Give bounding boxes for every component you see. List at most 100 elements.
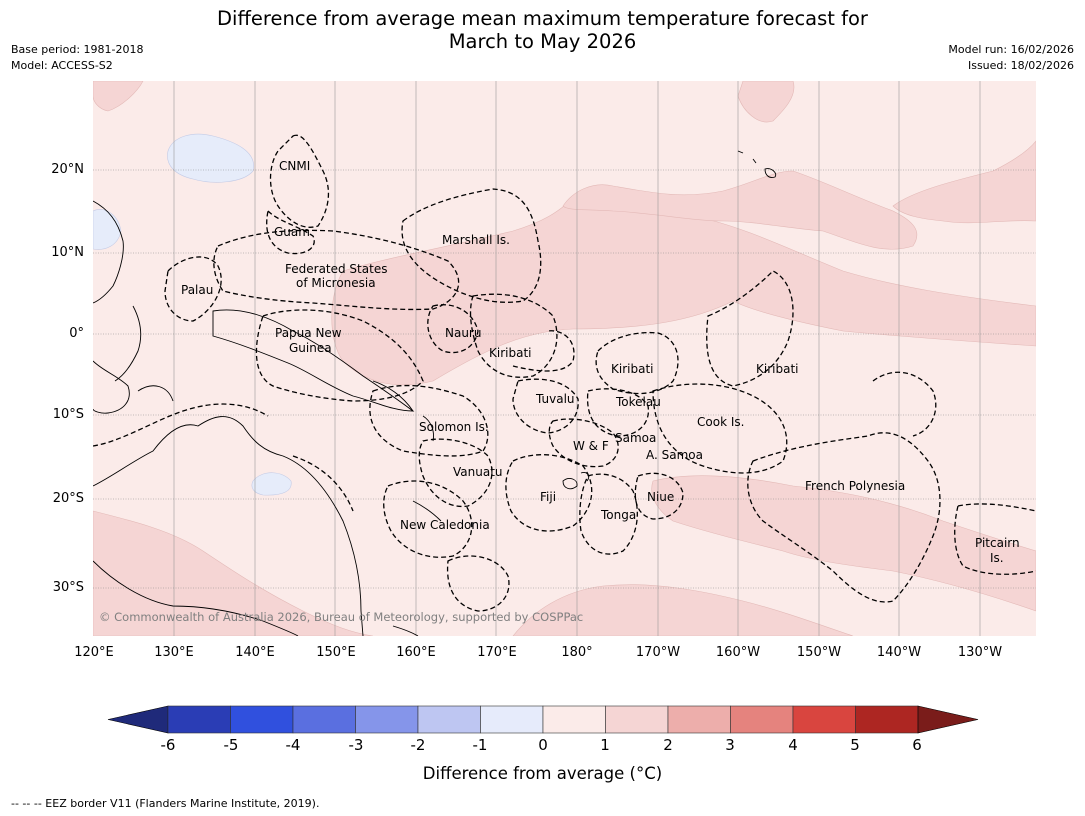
eez-nauru: [427, 304, 479, 354]
region-labels: CNMI Guam Marshall Is. Federated States …: [181, 159, 1020, 565]
lon-label-170w: 170°W: [635, 645, 681, 660]
borneo-indonesia-coast: [93, 360, 174, 414]
colorbar-segment: [605, 705, 669, 734]
eez-tonga: [579, 473, 638, 555]
philippines-coast: [93, 200, 142, 382]
cool-anomaly-philippine-sea: [167, 133, 254, 183]
issued-date: Issued: 18/02/2026: [967, 59, 1074, 72]
coastlines: [93, 150, 777, 636]
copyright-notice: © Commonwealth of Australia 2026, Bureau…: [99, 610, 583, 624]
warm-anomaly-hawaii-north: [737, 81, 795, 123]
new-zealand-coast: [392, 625, 419, 636]
hawaii-islands: [737, 150, 777, 178]
solomon-islands-coast: [372, 380, 434, 442]
cool-anomaly-coral-sea: [251, 472, 292, 496]
eez-fiji: [505, 454, 593, 532]
eez-cook: [652, 383, 788, 474]
label-png-2: Guinea: [289, 341, 332, 355]
eez-guam: [266, 209, 315, 255]
label-asamoa: A. Samoa: [646, 448, 703, 462]
colorbar-segments: [107, 705, 979, 734]
colorbar-tick: 5: [850, 736, 860, 754]
map-panel: CNMI Guam Marshall Is. Federated States …: [93, 81, 1036, 636]
eez-marshall: [401, 188, 542, 303]
colorbar-segment: [230, 705, 294, 734]
colorbar-segment: [730, 705, 794, 734]
lon-label-130e: 130°E: [154, 645, 194, 660]
colorbar-tick: -5: [223, 736, 239, 754]
colorbar-tick: 2: [663, 736, 673, 754]
colorbar-tick: -3: [348, 736, 364, 754]
label-fsm-1: Federated States: [285, 262, 387, 276]
colorbar-segment: [855, 705, 919, 734]
eez-new-caledonia: [383, 480, 473, 558]
colorbar-segment: [417, 705, 481, 734]
label-nauru: Nauru: [445, 326, 481, 340]
colorbar-extension-high: [917, 705, 979, 734]
lon-label-160e: 160°E: [396, 645, 436, 660]
title-line-1: Difference from average mean maximum tem…: [217, 7, 868, 30]
lon-label-140e: 140°E: [235, 645, 275, 660]
lat-label-30s: 30°S: [52, 580, 84, 595]
colorbar-segment: [667, 705, 731, 734]
label-vanuatu: Vanuatu: [453, 465, 503, 479]
lat-label-0: 0°: [69, 326, 84, 341]
label-kiribati-east: Kiribati: [756, 362, 798, 376]
label-fsm-2: of Micronesia: [296, 276, 376, 290]
eez-borders: [93, 134, 1036, 612]
eez-palau: [164, 256, 222, 322]
colorbar-segment: [292, 705, 356, 734]
colorbar: [107, 705, 979, 734]
lat-label-20n: 20°N: [51, 162, 84, 177]
lon-label-150e: 150°E: [316, 645, 356, 660]
meta-left: Base period: 1981-2018 Model: ACCESS-S2: [11, 42, 143, 74]
lat-label-10s: 10°S: [52, 407, 84, 422]
label-fiji: Fiji: [540, 490, 556, 504]
warm-anomaly-south-central: [512, 584, 854, 636]
meta-right: Model run: 16/02/2026 Issued: 18/02/2026: [948, 42, 1074, 74]
colorbar-segment: [480, 705, 544, 734]
eez-wf-samoa: [548, 418, 619, 468]
lon-label-140w: 140°W: [876, 645, 922, 660]
eez-vanuatu: [418, 438, 493, 508]
colorbar-tick: 4: [788, 736, 798, 754]
lat-label-10n: 10°N: [51, 245, 84, 260]
colorbar-segment: [542, 705, 606, 734]
title-line-2: March to May 2026: [448, 30, 637, 53]
label-png-1: Papua New: [275, 326, 342, 340]
footnote: -- -- -- EEZ border V11 (Flanders Marine…: [11, 797, 320, 810]
label-marshall: Marshall Is.: [442, 233, 510, 247]
label-new-caledonia: New Caledonia: [400, 518, 490, 532]
new-caledonia-coast: [412, 500, 442, 522]
lon-label-170e: 170°E: [477, 645, 517, 660]
label-kiribati-west: Kiribati: [489, 346, 531, 360]
warm-anomaly-south-polynesia: [651, 475, 1036, 612]
eez-kiribati-west: [469, 293, 575, 378]
label-cook: Cook Is.: [697, 415, 744, 429]
australia-coast: [93, 416, 364, 636]
eez-png: [255, 309, 424, 402]
lon-label-130w: 130°W: [957, 645, 1003, 660]
eez-niue: [634, 472, 684, 520]
label-tuvalu: Tuvalu: [535, 392, 575, 406]
lon-label-160w: 160°W: [715, 645, 761, 660]
colorbar-tick: 1: [600, 736, 610, 754]
eez-australia-edge: [93, 403, 354, 512]
label-kiribati-central: Kiribati: [611, 362, 653, 376]
label-pitcairn-2: Is.: [990, 551, 1004, 565]
colorbar-tick: -4: [285, 736, 301, 754]
graticule: [173, 81, 981, 636]
colorbar-extension-low: [107, 705, 169, 734]
colorbar-tick: -6: [160, 736, 176, 754]
label-guam: Guam: [274, 225, 310, 239]
eez-pitcairn: [954, 503, 1036, 575]
eez-tuvalu: [512, 378, 579, 434]
label-palau: Palau: [181, 283, 213, 297]
eez-french-polynesia: [747, 371, 941, 603]
label-solomon: Solomon Is.: [419, 420, 489, 434]
lon-label-120e: 120°E: [74, 645, 114, 660]
label-tonga: Tonga: [600, 508, 636, 522]
eez-kiribati-central: [595, 331, 679, 395]
eez-tokelau: [586, 388, 650, 437]
colorbar-tick: -1: [472, 736, 488, 754]
